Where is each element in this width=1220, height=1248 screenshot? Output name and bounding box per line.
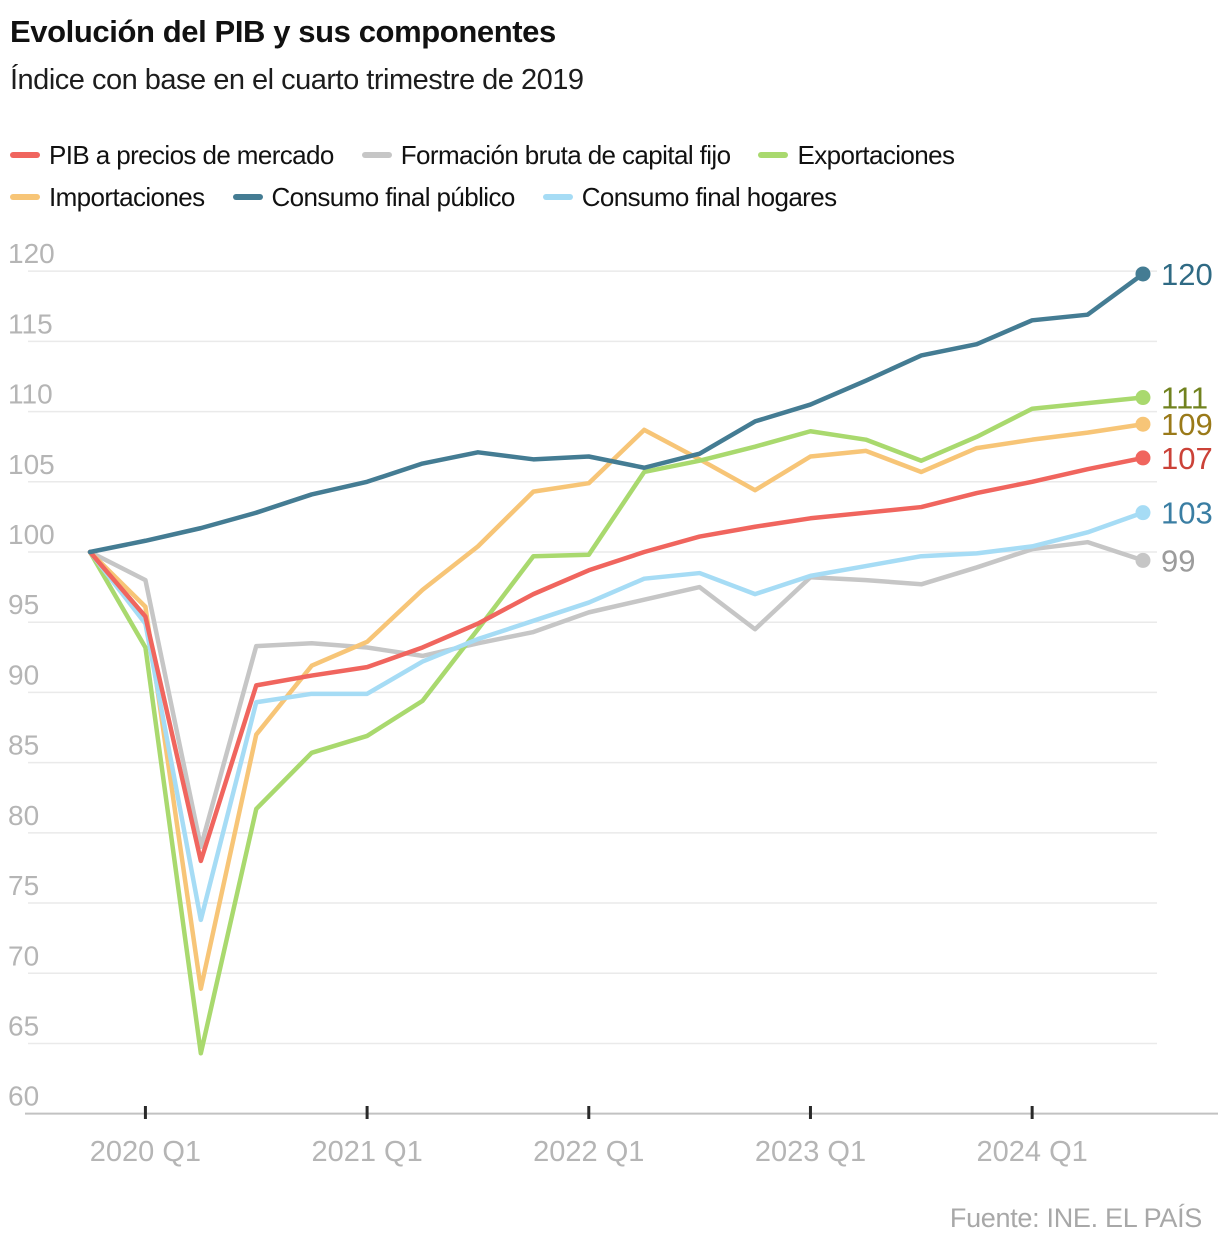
series-end-value-importaciones: 109: [1161, 407, 1213, 442]
series-line-importaciones: [87, 421, 1146, 991]
y-axis-label-75: 75: [8, 870, 39, 901]
x-axis-label-2020-q1: 2020 Q1: [90, 1136, 201, 1168]
series-end-value-consumo-final-publico: 120: [1161, 257, 1213, 292]
y-axis-label-80: 80: [8, 800, 39, 831]
y-axis-label-60: 60: [8, 1081, 39, 1112]
chart-subtitle: Índice con base en el cuarto trimestre d…: [10, 64, 584, 96]
legend-item-consumo-final-hogares: Consumo final hogares: [542, 181, 837, 213]
legend-label-consumo-final-hogares: Consumo final hogares: [581, 181, 837, 212]
series-end-dot-consumo-final-publico: [1135, 266, 1151, 282]
x-axis-label-2023-q1: 2023 Q1: [755, 1136, 866, 1168]
x-axis-label-2021-q1: 2021 Q1: [311, 1136, 422, 1168]
legend-label-consumo-final-publico: Consumo final público: [271, 181, 516, 212]
series-end-value-pib-a-precios-de-mercado: 107: [1161, 441, 1213, 476]
series-end-value-exportaciones: 111: [1161, 381, 1208, 416]
legend-row-1: PIB a precios de mercado Formación bruta …: [10, 134, 955, 176]
y-axis-label-65: 65: [8, 1010, 39, 1041]
y-axis-label-120: 120: [8, 238, 55, 269]
series-end-dot-consumo-final-hogares: [1135, 505, 1151, 521]
y-axis-label-90: 90: [8, 659, 39, 690]
y-axis-label-85: 85: [8, 730, 39, 761]
x-axis-label-2022-q1: 2022 Q1: [533, 1136, 644, 1168]
legend: PIB a precios de mercado Formación bruta …: [10, 134, 955, 218]
series-line-consumo-final-publico: [87, 271, 1146, 555]
legend-swatch-exportaciones: [758, 152, 789, 158]
legend-label-exportaciones: Exportaciones: [797, 139, 955, 170]
legend-item-importaciones: Importaciones: [10, 182, 205, 213]
series-end-dot-exportaciones: [1135, 390, 1151, 406]
legend-item-exportaciones: Exportaciones: [758, 139, 955, 171]
legend-row-2: Importaciones Consumo final público Consum…: [10, 176, 954, 218]
series-end-dot-pib-a-precios-de-mercado: [1135, 450, 1151, 466]
y-axis-label-70: 70: [8, 940, 39, 971]
y-axis-label-105: 105: [8, 449, 55, 480]
legend-item-pib-a-precios-de-mercado: PIB a precios de mercado: [10, 140, 334, 171]
source-credit: Fuente: INE. EL PAÍS: [949, 1203, 1202, 1233]
series-end-value-consumo-final-hogares: 103: [1161, 496, 1213, 531]
y-axis-label-115: 115: [8, 308, 53, 339]
legend-swatch-formacion-bruta-de-capital-fijo: [361, 152, 392, 158]
y-axis-label-110: 110: [8, 379, 53, 410]
y-axis-label-95: 95: [8, 589, 39, 620]
legend-swatch-consumo-final-publico: [232, 194, 263, 200]
series-end-dot-formacion-bruta-de-capital-fijo: [1135, 552, 1151, 568]
legend-item-formacion-bruta-de-capital-fijo: Formación bruta de capital fijo: [361, 139, 731, 171]
y-axis-label-100: 100: [8, 519, 55, 550]
legend-swatch-pib-a-precios-de-mercado: [10, 152, 40, 158]
legend-swatch-importaciones: [10, 194, 40, 200]
legend-label-importaciones: Importaciones: [49, 181, 205, 212]
series-line-consumo-final-hogares: [87, 510, 1146, 923]
series-line-pib-a-precios-de-mercado: [87, 455, 1146, 864]
legend-swatch-consumo-final-hogares: [542, 194, 573, 200]
series-line-exportaciones: [87, 395, 1146, 1056]
series-line-formacion-bruta-de-capital-fijo: [87, 539, 1146, 850]
legend-label-formacion-bruta-de-capital-fijo: Formación bruta de capital fijo: [400, 139, 731, 170]
series-end-dot-importaciones: [1135, 416, 1151, 432]
legend-label-pib-a-precios-de-mercado: PIB a precios de mercado: [49, 139, 334, 170]
series-end-value-formacion-bruta-de-capital-fijo: 99: [1161, 543, 1195, 578]
x-axis-label-2024-q1: 2024 Q1: [977, 1136, 1088, 1168]
legend-item-consumo-final-publico: Consumo final público: [232, 181, 516, 213]
chart-title: Evolución del PIB y sus componentes: [10, 14, 556, 49]
